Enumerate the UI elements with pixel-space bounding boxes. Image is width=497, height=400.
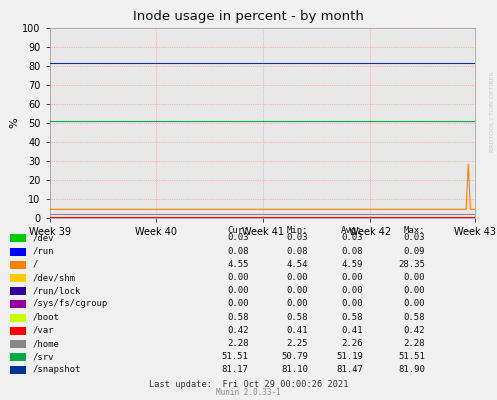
Text: 0.03: 0.03 [341,234,363,242]
Text: Last update:  Fri Oct 29 00:00:26 2021: Last update: Fri Oct 29 00:00:26 2021 [149,380,348,389]
Text: 0.00: 0.00 [287,273,308,282]
Text: 28.35: 28.35 [398,260,425,269]
Text: 51.19: 51.19 [336,352,363,361]
Text: 0.42: 0.42 [404,326,425,335]
Text: 0.58: 0.58 [287,313,308,322]
Text: 51.51: 51.51 [222,352,248,361]
Text: 0.08: 0.08 [287,247,308,256]
Text: /home: /home [32,339,59,348]
Text: 0.00: 0.00 [341,273,363,282]
Text: 0.08: 0.08 [341,247,363,256]
Text: 0.58: 0.58 [341,313,363,322]
Text: 0.00: 0.00 [287,286,308,295]
Text: /snapshot: /snapshot [32,366,81,374]
Text: 81.10: 81.10 [281,366,308,374]
Text: Avg:: Avg: [341,226,363,235]
Text: 0.00: 0.00 [404,300,425,308]
Text: 2.25: 2.25 [287,339,308,348]
Text: 81.17: 81.17 [222,366,248,374]
Text: 81.47: 81.47 [336,366,363,374]
Text: 0.00: 0.00 [404,286,425,295]
Text: 0.00: 0.00 [227,286,248,295]
Text: 50.79: 50.79 [281,352,308,361]
Text: 0.41: 0.41 [341,326,363,335]
Text: 0.00: 0.00 [287,300,308,308]
Text: 0.00: 0.00 [341,300,363,308]
Text: 0.03: 0.03 [404,234,425,242]
Text: 81.90: 81.90 [398,366,425,374]
Text: 2.28: 2.28 [227,339,248,348]
Text: 51.51: 51.51 [398,352,425,361]
Text: RRDTOOL / TOBI OETIKER: RRDTOOL / TOBI OETIKER [490,72,495,152]
Text: 0.58: 0.58 [404,313,425,322]
Text: /boot: /boot [32,313,59,322]
Text: Munin 2.0.33-1: Munin 2.0.33-1 [216,388,281,397]
Text: 0.03: 0.03 [227,234,248,242]
Text: Inode usage in percent - by month: Inode usage in percent - by month [133,10,364,23]
Text: Min:: Min: [287,226,308,235]
Text: Cur:: Cur: [227,226,248,235]
Text: /run: /run [32,247,54,256]
Text: 0.42: 0.42 [227,326,248,335]
Text: 4.55: 4.55 [227,260,248,269]
Text: 0.00: 0.00 [227,300,248,308]
Text: /srv: /srv [32,352,54,361]
Text: 0.00: 0.00 [404,273,425,282]
Text: 0.00: 0.00 [341,286,363,295]
Y-axis label: %: % [9,118,19,128]
Text: 0.58: 0.58 [227,313,248,322]
Text: 0.03: 0.03 [287,234,308,242]
Text: /dev/shm: /dev/shm [32,273,76,282]
Text: /run/lock: /run/lock [32,286,81,295]
Text: 0.41: 0.41 [287,326,308,335]
Text: 2.28: 2.28 [404,339,425,348]
Text: 0.09: 0.09 [404,247,425,256]
Text: 4.54: 4.54 [287,260,308,269]
Text: 0.08: 0.08 [227,247,248,256]
Text: /sys/fs/cgroup: /sys/fs/cgroup [32,300,107,308]
Text: 2.26: 2.26 [341,339,363,348]
Text: /dev: /dev [32,234,54,242]
Text: Max:: Max: [404,226,425,235]
Text: /: / [32,260,38,269]
Text: /var: /var [32,326,54,335]
Text: 4.59: 4.59 [341,260,363,269]
Text: 0.00: 0.00 [227,273,248,282]
